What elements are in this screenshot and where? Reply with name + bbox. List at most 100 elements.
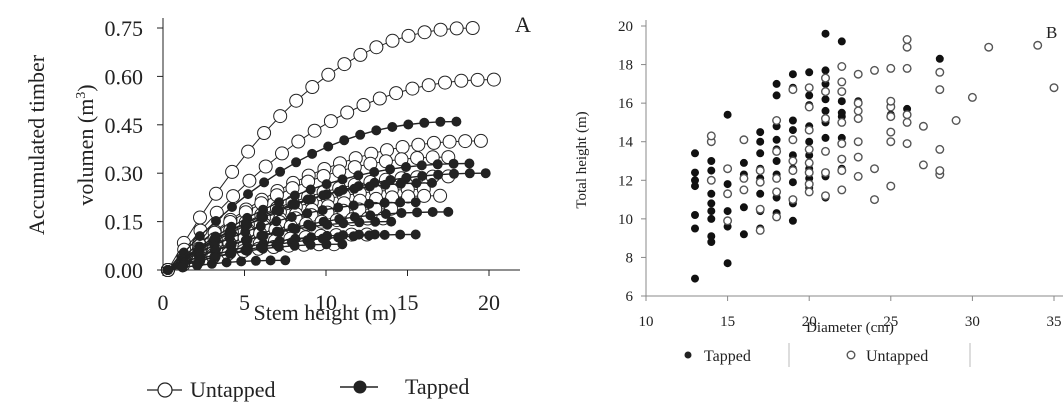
panel-a-untapped-point <box>449 21 464 36</box>
panel-a-untapped-point <box>353 47 368 62</box>
panel-a-untapped-point <box>465 21 480 35</box>
panel-b-x-tick-label: 30 <box>965 314 980 330</box>
panel-b-untapped-point <box>755 166 765 176</box>
panel-a-x-tick-label: 0 <box>158 290 169 315</box>
panel-b-untapped-point <box>772 212 782 222</box>
panel-b-tapped-point <box>772 156 781 165</box>
panel-a-tapped-point <box>435 116 446 127</box>
panel-a-untapped-point <box>307 123 322 138</box>
panel-a-tapped-point <box>369 167 380 177</box>
panel-b-untapped-point <box>837 166 847 176</box>
panel-a-tapped-point <box>427 207 438 217</box>
panel-b-untapped-point <box>723 164 733 174</box>
panel-a-tapped-point <box>291 157 302 168</box>
panel-a-tapped-point <box>250 255 261 266</box>
panel-a-untapped-point <box>401 28 416 43</box>
panel-b-untapped-point <box>886 127 896 137</box>
panel-b-tapped-point <box>707 232 716 241</box>
panel-a-untapped-point <box>454 73 469 88</box>
panel-a-label: A <box>515 12 531 37</box>
panel-a-y-tick-label: 0.30 <box>105 161 144 186</box>
panel-b-untapped-point <box>837 185 847 195</box>
panel-a-untapped-point <box>242 173 257 188</box>
panel-a-tapped-point <box>305 239 316 250</box>
panel-a-legend-tapped: Tapped <box>340 374 469 399</box>
panel-a-tapped-point <box>256 211 267 222</box>
panel-a-y-axis-title-close: ) <box>73 84 98 91</box>
panel-a-untapped-point <box>395 140 410 154</box>
panel-a-untapped-point <box>291 134 306 149</box>
panel-b-x-axis-title: Diameter (cm) <box>806 320 894 336</box>
panel-b-tapped-point <box>691 168 700 177</box>
panel-a-tapped-point <box>427 177 437 188</box>
panel-a-tapped-point <box>274 227 285 238</box>
panel-a-tapped-point <box>221 257 232 268</box>
panel-b-tapped-point <box>707 166 716 175</box>
panel-b-untapped-point <box>821 87 831 97</box>
panel-b-untapped-point <box>804 187 814 197</box>
panel-a-tapped-point <box>226 248 237 259</box>
panel-b-x-tick-label: 20 <box>802 314 817 330</box>
panel-a-tapped-point <box>321 179 332 190</box>
panel-b-untapped-point <box>902 139 912 149</box>
panel-b-untapped-point <box>935 144 945 154</box>
panel-b-tapped-point <box>723 259 732 268</box>
panel-b-untapped-point <box>772 173 782 183</box>
panel-b-untapped-point <box>837 62 847 72</box>
panel-a-legend-untapped-marker <box>157 382 173 398</box>
panel-a-untapped-point <box>226 189 241 204</box>
panel-a-tapped-point <box>289 240 300 251</box>
panel-b-untapped-point <box>739 135 749 145</box>
panel-b-untapped-point <box>723 216 733 226</box>
panel-a-tapped-point <box>385 164 396 175</box>
panel-a-tapped-point <box>265 255 276 266</box>
panel-a-untapped-point <box>305 80 320 94</box>
panel-a-tapped-point <box>339 135 350 146</box>
panel-a-tapped-point <box>289 190 300 201</box>
panel-a-tapped-point <box>271 205 282 215</box>
panel-b-untapped-point <box>837 87 847 97</box>
panel-a-legend-untapped-label: Untapped <box>190 377 276 402</box>
panel-b-untapped-point <box>706 175 716 185</box>
panel-b-untapped-point <box>804 144 814 154</box>
panel-b-untapped-point <box>723 189 733 199</box>
panel-b-untapped-point <box>886 63 896 73</box>
panel-b-untapped-point <box>853 137 863 147</box>
panel-b-tapped-point <box>837 37 846 46</box>
panel-b-untapped-point <box>837 139 847 149</box>
panel-a-ticks: 0 5 10 15 20 0.00 0.15 0.30 0.45 0.60 0.75 <box>105 16 501 315</box>
panel-b-untapped-point <box>788 195 798 205</box>
panel-a-untapped-point <box>340 105 355 120</box>
panel-a-tapped-point <box>348 200 359 211</box>
panel-a-tapped-point <box>379 229 390 240</box>
panel-b-untapped-point <box>804 179 814 189</box>
panel-b-untapped-point <box>821 114 831 124</box>
panel-a-untapped-point <box>372 91 387 106</box>
panel-b-tapped-point <box>788 70 797 79</box>
panel-a-tapped-point <box>349 183 360 194</box>
panel-a-tapped-point <box>259 177 270 188</box>
panel-a-tapped-point <box>227 202 237 212</box>
panel-a-tapped-point <box>338 218 349 229</box>
panel-a-tapped-point <box>348 231 359 242</box>
panel-a-tapped-point <box>371 125 382 136</box>
panel-b-untapped-point <box>853 152 863 162</box>
panel-a-tapped-point <box>403 119 414 130</box>
panel-b-y-tick-label: 12 <box>618 173 633 189</box>
panel-a-untapped-point <box>369 40 384 55</box>
panel-a-untapped-point <box>257 126 272 140</box>
panel-a-x-tick-label: 10 <box>315 290 337 315</box>
panel-b-untapped-point <box>853 114 863 124</box>
panel-b-tapped-point <box>821 133 830 142</box>
panel-a-tapped-curve <box>162 197 421 275</box>
panel-b-legend-untapped-label: Untapped <box>866 348 928 365</box>
panel-a-untapped-point <box>405 81 420 96</box>
panel-b-untapped-point <box>1033 40 1043 50</box>
panel-b-height-diameter-scatter: 10 15 20 25 30 35 6 8 10 12 14 16 18 20 B Diameter (c… <box>574 19 1063 367</box>
panel-b-untapped-point <box>739 173 749 183</box>
panel-b-legend-tapped: Tapped <box>684 343 790 367</box>
panel-b-y-tick-label: 6 <box>626 289 634 305</box>
panel-a-tapped-point <box>386 216 397 227</box>
panel-a-untapped-point <box>426 135 441 150</box>
